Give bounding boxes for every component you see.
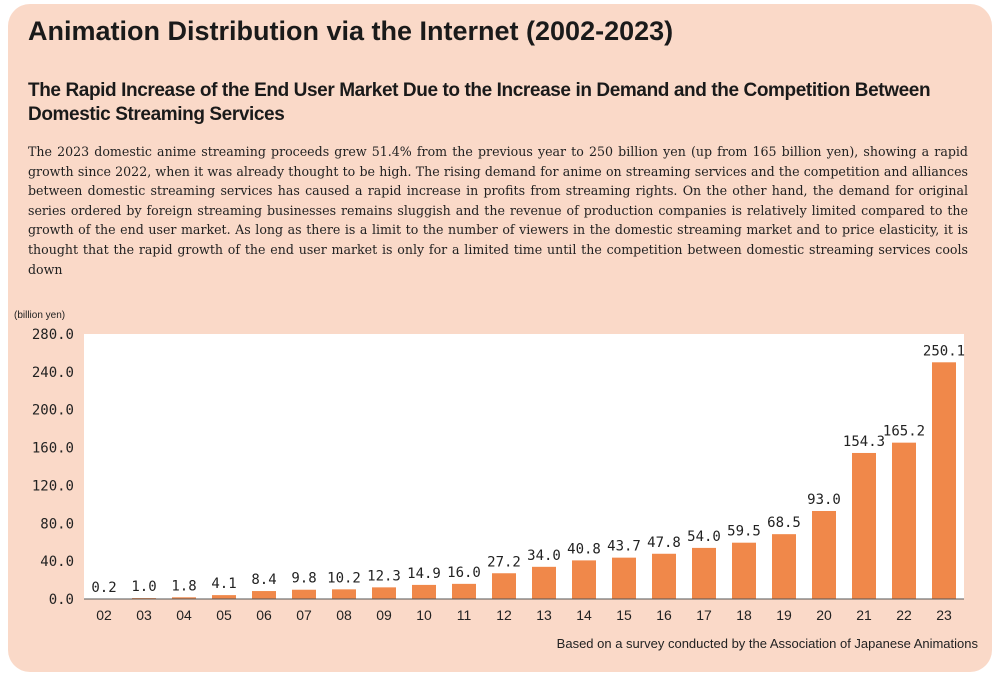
bar xyxy=(372,587,396,599)
data-label: 43.7 xyxy=(607,539,641,555)
data-label: 12.3 xyxy=(367,568,401,584)
bar xyxy=(212,595,236,599)
bar xyxy=(852,452,876,599)
x-tick-label: 11 xyxy=(457,607,472,623)
data-label: 8.4 xyxy=(251,572,276,588)
bar xyxy=(812,510,836,599)
x-tick-label: 22 xyxy=(896,607,912,623)
y-tick-label: 240.0 xyxy=(32,365,74,381)
x-tick-label: 02 xyxy=(96,607,112,623)
y-tick-label: 200.0 xyxy=(32,403,74,419)
y-tick-label: 40.0 xyxy=(40,554,74,570)
y-tick-label: 0.0 xyxy=(49,592,74,608)
bar xyxy=(172,597,196,599)
data-label: 54.0 xyxy=(687,529,721,545)
page-subtitle: The Rapid Increase of the End User Marke… xyxy=(28,80,931,125)
bar xyxy=(532,566,556,599)
data-label: 165.2 xyxy=(883,424,925,440)
bar xyxy=(692,547,716,599)
source-note: Based on a survey conducted by the Assoc… xyxy=(556,636,978,651)
bar xyxy=(652,553,676,599)
x-tick-label: 15 xyxy=(616,607,632,623)
x-tick-label: 17 xyxy=(696,607,712,623)
page-title: Animation Distribution via the Internet … xyxy=(28,16,674,46)
data-label: 59.5 xyxy=(727,524,761,540)
bar xyxy=(892,442,916,599)
x-tick-label: 23 xyxy=(936,607,952,623)
x-tick-label: 08 xyxy=(336,607,352,623)
bar xyxy=(612,557,636,599)
x-tick-label: 14 xyxy=(576,607,592,623)
y-tick-label: 280.0 xyxy=(32,327,74,343)
x-tick-label: 18 xyxy=(736,607,752,623)
x-tick-label: 12 xyxy=(496,607,512,623)
data-label: 93.0 xyxy=(807,492,841,508)
data-label: 1.8 xyxy=(171,578,196,594)
data-label: 0.2 xyxy=(91,580,116,596)
x-tick-label: 20 xyxy=(816,607,832,623)
data-label: 16.0 xyxy=(447,565,481,581)
x-tick-label: 09 xyxy=(376,607,392,623)
bar xyxy=(332,589,356,599)
bar xyxy=(412,584,436,599)
bar xyxy=(732,542,756,599)
x-tick-label: 03 xyxy=(136,607,152,623)
x-tick-label: 16 xyxy=(656,607,672,623)
data-label: 40.8 xyxy=(567,541,601,557)
x-tick-label: 05 xyxy=(216,607,232,623)
bar xyxy=(452,583,476,599)
bar xyxy=(252,591,276,599)
y-tick-label: 120.0 xyxy=(32,478,74,494)
y-tick-label: 80.0 xyxy=(40,516,74,532)
bar xyxy=(932,362,956,599)
data-label: 47.8 xyxy=(647,535,681,551)
x-tick-label: 04 xyxy=(176,607,192,623)
data-label: 34.0 xyxy=(527,548,561,564)
x-tick-label: 10 xyxy=(416,607,432,623)
data-label: 250.1 xyxy=(923,343,965,359)
data-label: 14.9 xyxy=(407,566,441,582)
x-tick-label: 13 xyxy=(536,607,552,623)
body-paragraph: The 2023 domestic anime streaming procee… xyxy=(28,144,968,277)
x-tick-label: 21 xyxy=(856,607,872,623)
x-tick-label: 19 xyxy=(776,607,792,623)
data-label: 27.2 xyxy=(487,554,521,570)
x-tick-label: 06 xyxy=(256,607,272,623)
bar xyxy=(292,589,316,599)
bar xyxy=(772,534,796,599)
data-label: 1.0 xyxy=(131,579,156,595)
bar xyxy=(572,560,596,599)
data-label: 68.5 xyxy=(767,515,801,531)
data-label: 10.2 xyxy=(327,570,361,586)
data-label: 9.8 xyxy=(291,571,316,587)
data-label: 154.3 xyxy=(843,434,885,450)
y-tick-label: 160.0 xyxy=(32,441,74,457)
y-axis-unit-label: (billion yen) xyxy=(14,310,66,321)
data-label: 4.1 xyxy=(211,576,236,592)
bar xyxy=(492,573,516,599)
x-tick-label: 07 xyxy=(296,607,312,623)
